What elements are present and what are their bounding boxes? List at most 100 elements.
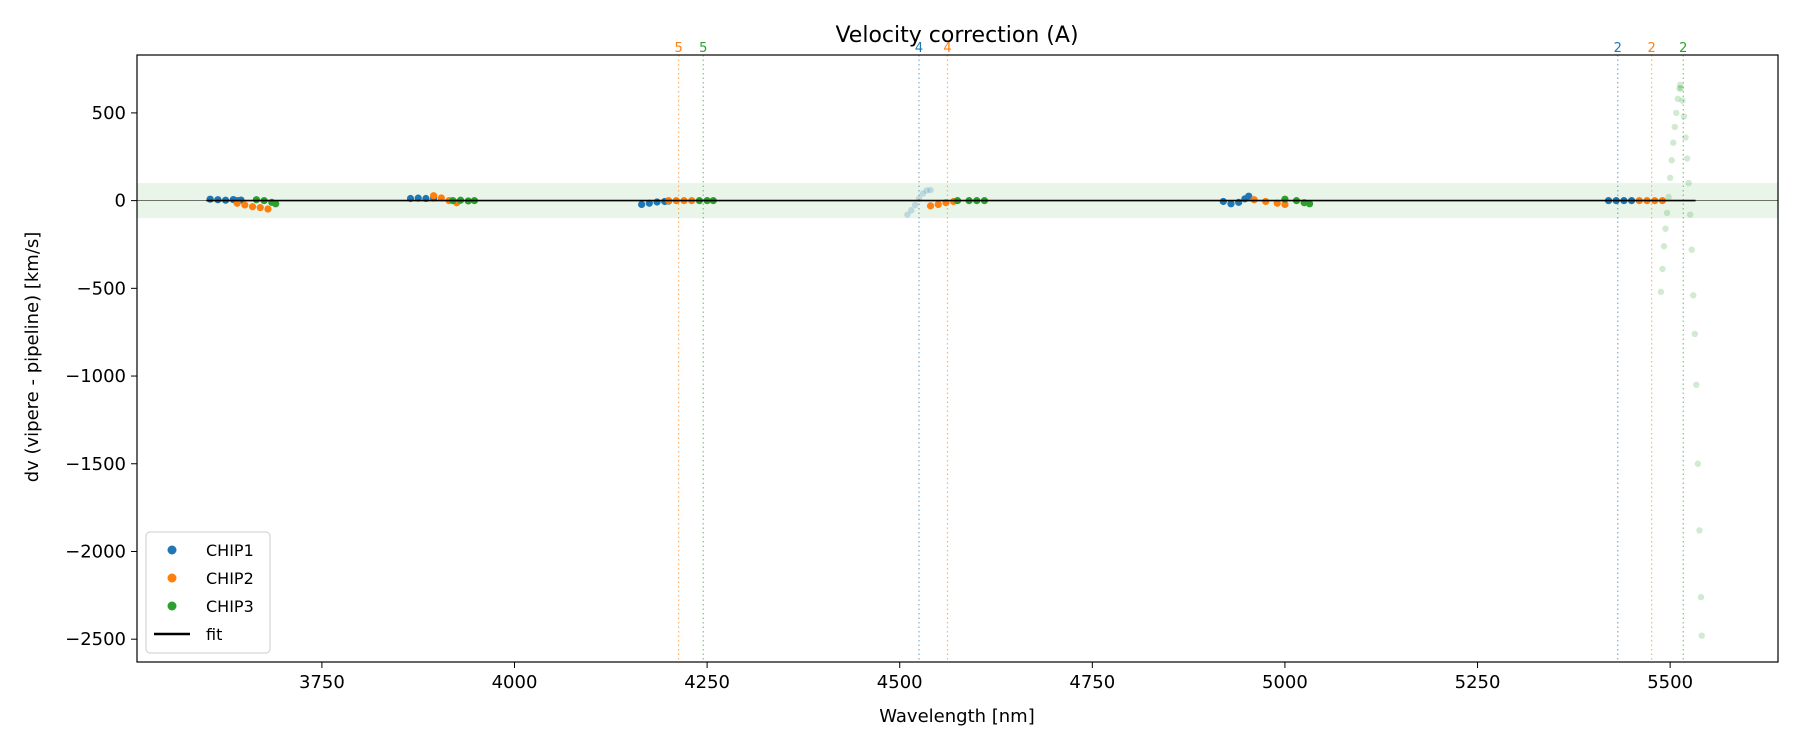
x-tick-label: 5250 bbox=[1455, 672, 1501, 693]
data-point bbox=[1657, 288, 1665, 296]
data-point bbox=[904, 211, 911, 218]
data-point bbox=[241, 201, 249, 209]
data-point bbox=[1662, 225, 1669, 232]
y-axis-label: dv (vipere - pipeline) [km/s] bbox=[22, 232, 43, 483]
data-point bbox=[1273, 199, 1281, 207]
legend-label: fit bbox=[206, 625, 222, 644]
data-point bbox=[272, 200, 280, 208]
data-point bbox=[1666, 174, 1674, 182]
legend-marker bbox=[167, 601, 177, 611]
data-point bbox=[1682, 134, 1689, 141]
series-chip2 bbox=[926, 197, 958, 210]
data-point bbox=[233, 199, 241, 207]
y-tick-label: −2500 bbox=[65, 629, 126, 650]
data-point bbox=[1227, 200, 1235, 208]
legend: CHIP1 CHIP2 CHIP3 fit bbox=[145, 531, 271, 654]
plot-area: 5 5 4 4 2 2 2 bbox=[136, 41, 1779, 663]
data-point bbox=[1673, 109, 1680, 117]
data-point bbox=[1694, 460, 1702, 467]
data-point bbox=[1676, 85, 1683, 92]
legend-label: CHIP3 bbox=[206, 597, 254, 616]
data-point bbox=[1281, 200, 1289, 209]
data-point bbox=[1696, 527, 1703, 534]
x-tick-label: 4750 bbox=[1069, 672, 1115, 693]
data-point bbox=[1693, 381, 1700, 389]
legend-marker bbox=[167, 545, 177, 555]
data-point bbox=[1245, 192, 1253, 200]
order-marker-label: 4 bbox=[943, 41, 951, 56]
data-point bbox=[264, 205, 272, 213]
data-point bbox=[1677, 85, 1685, 92]
x-axis-label: Wavelength [nm] bbox=[879, 706, 1035, 727]
data-point bbox=[206, 195, 214, 203]
data-point bbox=[1668, 157, 1675, 164]
order-marker-label: 2 bbox=[1679, 41, 1687, 56]
data-point bbox=[437, 194, 445, 202]
order-marker-label: 5 bbox=[674, 41, 682, 56]
order-marker-label: 5 bbox=[699, 41, 707, 56]
data-point bbox=[1676, 81, 1684, 89]
data-point bbox=[430, 192, 438, 200]
x-tick-label: 5500 bbox=[1647, 672, 1693, 693]
data-point bbox=[1663, 209, 1671, 217]
data-point bbox=[923, 187, 930, 194]
data-point bbox=[1250, 196, 1258, 204]
data-point bbox=[1219, 197, 1227, 206]
data-point bbox=[1698, 632, 1705, 639]
data-point bbox=[256, 204, 264, 212]
data-point bbox=[645, 199, 653, 207]
data-point bbox=[911, 201, 919, 209]
data-point bbox=[1691, 330, 1698, 338]
legend-label: CHIP2 bbox=[206, 569, 254, 588]
y-tick-label: −500 bbox=[77, 278, 126, 299]
legend-box bbox=[145, 531, 271, 654]
legend-marker bbox=[167, 573, 177, 583]
order-marker-label: 2 bbox=[1614, 41, 1622, 56]
data-point bbox=[1262, 197, 1270, 206]
data-point bbox=[926, 202, 935, 210]
data-point bbox=[1670, 139, 1677, 146]
x-tick-label: 4000 bbox=[492, 672, 538, 693]
data-point bbox=[919, 190, 927, 197]
x-tick-label: 3750 bbox=[299, 672, 345, 693]
data-point bbox=[927, 186, 934, 194]
data-point bbox=[248, 203, 257, 211]
series-chip2 bbox=[1250, 196, 1289, 209]
order-marker-label: 4 bbox=[915, 41, 923, 56]
data-point bbox=[1305, 200, 1314, 208]
y-tick-label: −1500 bbox=[65, 454, 126, 475]
x-tick-label: 4500 bbox=[877, 672, 923, 693]
data-point bbox=[638, 200, 646, 209]
order-marker-label: 2 bbox=[1648, 41, 1656, 56]
data-point bbox=[1680, 113, 1688, 120]
data-point bbox=[1690, 292, 1697, 299]
data-point bbox=[1679, 97, 1686, 104]
series-chip2 bbox=[233, 199, 272, 213]
x-axis: 3750 4000 4250 4500 4750 5000 5250 5500 bbox=[299, 662, 1693, 693]
x-tick-label: 4250 bbox=[684, 672, 730, 693]
legend-label: CHIP1 bbox=[206, 541, 254, 560]
data-point bbox=[1688, 246, 1695, 253]
data-point bbox=[1281, 195, 1289, 203]
data-point bbox=[1674, 95, 1682, 103]
data-point bbox=[1686, 211, 1694, 218]
y-tick-label: −1000 bbox=[65, 366, 126, 387]
series-chip3 bbox=[1657, 81, 1705, 639]
y-axis: 500 0 −500 −1000 −1500 −2000 −2500 bbox=[65, 103, 137, 650]
y-tick-label: 500 bbox=[92, 103, 126, 124]
data-point bbox=[1683, 155, 1691, 162]
plot-frame bbox=[136, 54, 1779, 663]
y-tick-label: −2000 bbox=[65, 541, 126, 562]
data-point bbox=[653, 198, 661, 206]
data-point bbox=[252, 196, 261, 204]
data-point bbox=[1671, 123, 1678, 131]
data-point bbox=[1660, 243, 1668, 250]
data-point bbox=[1665, 193, 1672, 201]
chart-title: Velocity correction (A) bbox=[835, 23, 1078, 48]
x-tick-label: 5000 bbox=[1262, 672, 1308, 693]
y-tick-label: 0 bbox=[115, 191, 126, 212]
data-point bbox=[1659, 265, 1666, 273]
data-point bbox=[1697, 593, 1705, 601]
data-point bbox=[1685, 179, 1692, 187]
